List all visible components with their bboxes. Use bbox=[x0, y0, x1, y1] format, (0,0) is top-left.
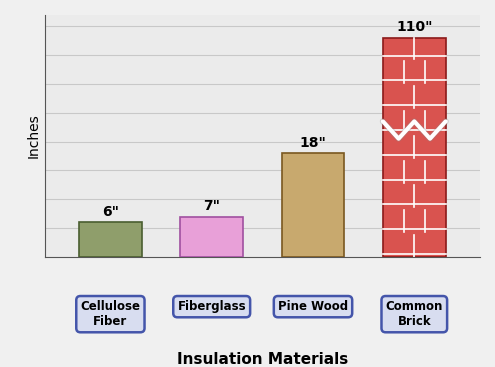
Text: 6": 6" bbox=[102, 205, 119, 219]
Bar bbox=[180, 217, 243, 257]
Bar bbox=[383, 38, 446, 257]
Bar bbox=[79, 222, 142, 257]
Y-axis label: Inches: Inches bbox=[26, 113, 41, 158]
Text: Cellulose
Fiber: Cellulose Fiber bbox=[80, 300, 141, 328]
Text: Insulation Materials: Insulation Materials bbox=[177, 352, 348, 367]
Text: 110": 110" bbox=[396, 20, 433, 34]
Text: Common
Brick: Common Brick bbox=[386, 300, 443, 328]
Text: Pine Wood: Pine Wood bbox=[278, 300, 348, 313]
Text: Fiberglass: Fiberglass bbox=[177, 300, 246, 313]
Bar bbox=[282, 153, 345, 257]
Text: 18": 18" bbox=[299, 136, 326, 150]
Text: 7": 7" bbox=[203, 199, 220, 213]
